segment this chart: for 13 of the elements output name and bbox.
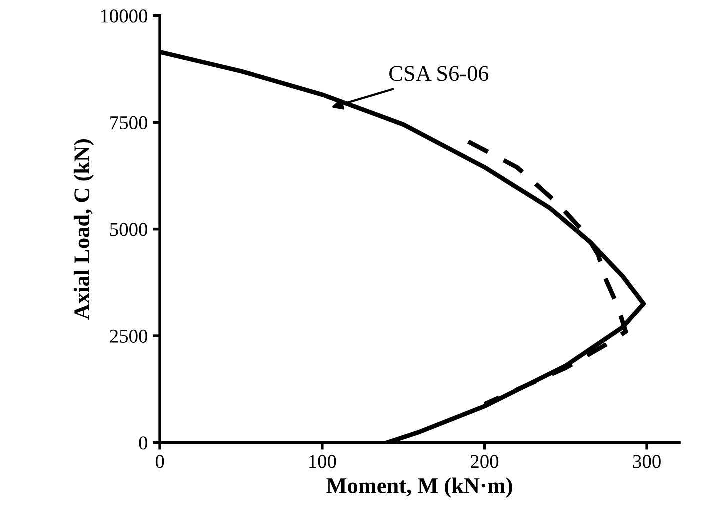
y-tick-label: 0: [139, 436, 148, 450]
x-tick-label: 200: [471, 455, 499, 468]
y-tick-label: 10000: [101, 10, 148, 23]
y-tick-label: 7500: [110, 116, 148, 130]
y-axis-title: Axial Load, C (kN): [74, 140, 94, 320]
annotation: CSA S6-06: [390, 66, 489, 82]
x-tick-label: 100: [310, 455, 336, 468]
y-tick-label: 2500: [110, 330, 148, 343]
line-series: [466, 140, 628, 407]
x-axis-title: Moment, M (kN·m): [326, 478, 512, 498]
x-tick-label: 300: [633, 455, 661, 468]
x-tick-label: 0: [156, 455, 164, 468]
y-tick-label: 5000: [110, 223, 148, 236]
